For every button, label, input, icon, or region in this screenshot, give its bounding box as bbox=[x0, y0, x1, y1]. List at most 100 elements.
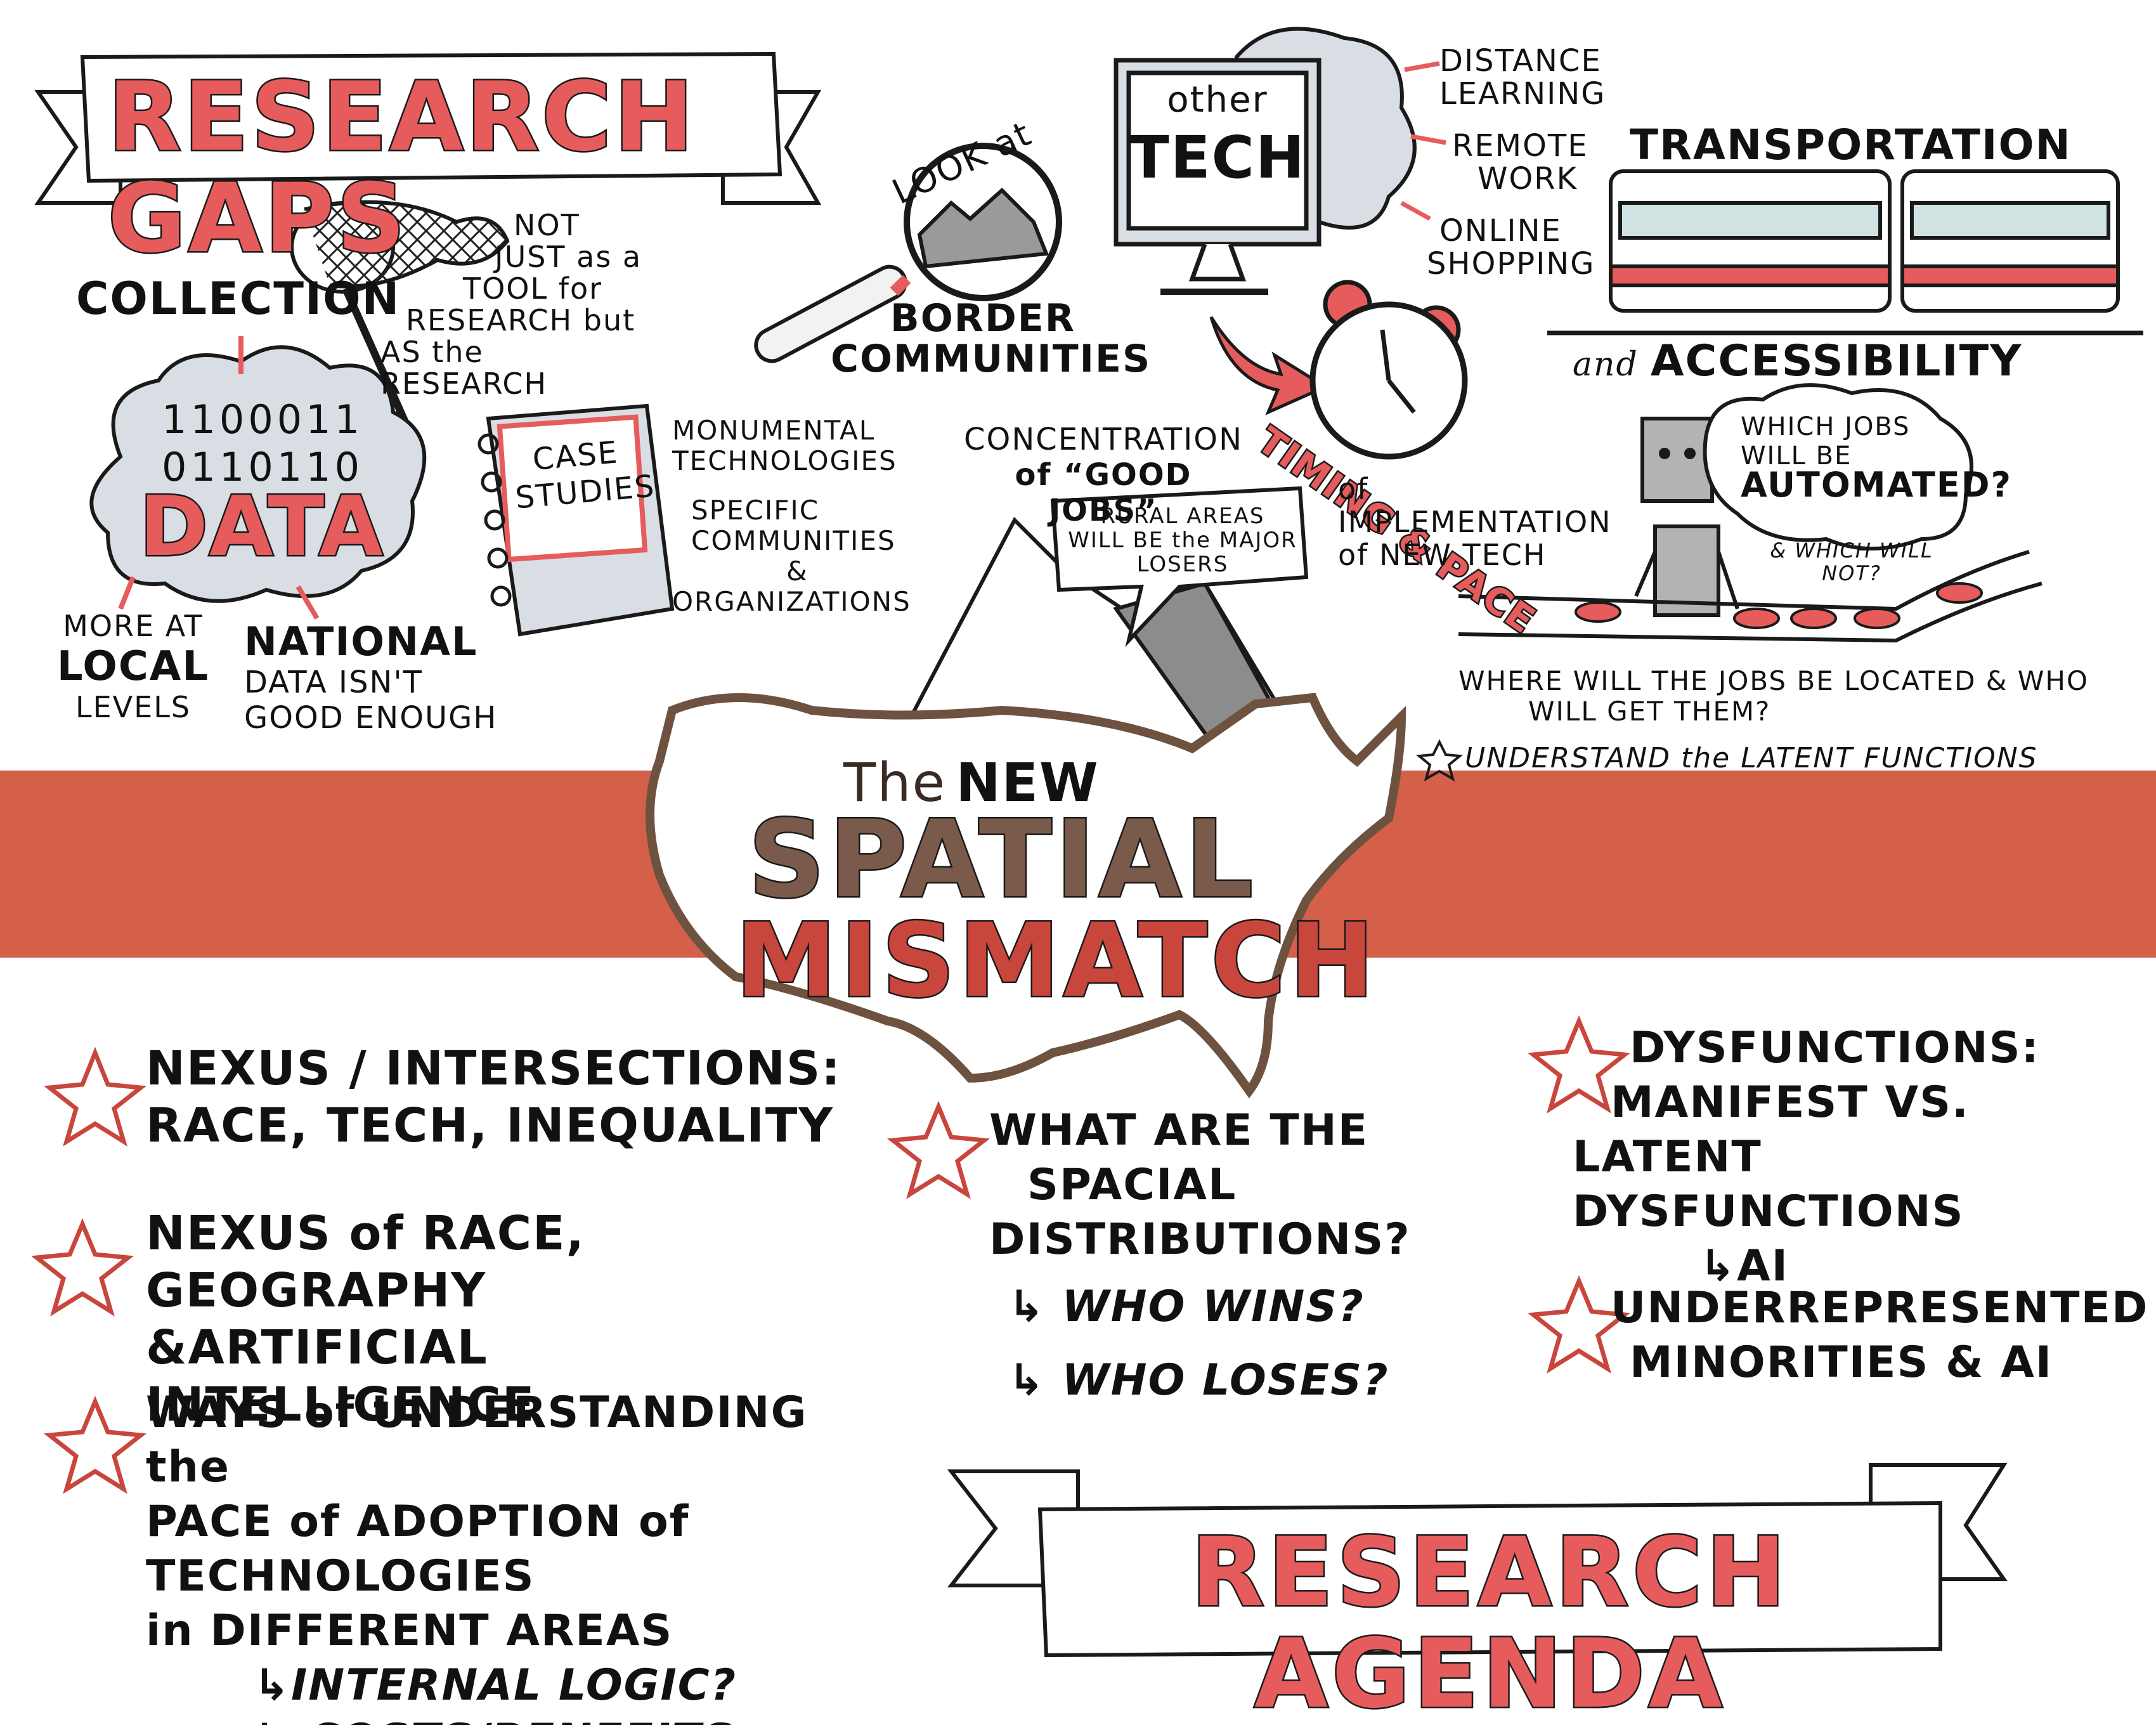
title-the: The bbox=[843, 752, 947, 814]
transportation-label: TRANSPORTATION bbox=[1630, 120, 2072, 169]
which-will-not-note: & WHICH WILL NOT? bbox=[1769, 539, 1934, 585]
border-line: BORDER bbox=[890, 296, 1075, 341]
rural-line: LOSERS bbox=[1136, 552, 1229, 577]
agenda-line: &ARTIFICIAL INTELLIGENCE bbox=[146, 1320, 536, 1432]
agenda-item-spatial-distributions: WHAT ARE THE SPACIAL DISTRIBUTIONS? ↳ WH… bbox=[989, 1103, 1433, 1408]
and-text: and bbox=[1573, 346, 1639, 384]
latent-functions-note: UNDERSTAND the LATENT FUNCTIONS bbox=[1465, 742, 2038, 774]
not-just-line: TOOL for bbox=[463, 271, 603, 306]
automation-bubble-text: WHICH JOBS WILL BE AUTOMATED? bbox=[1741, 412, 2012, 505]
implementation-note: of IMPLEMENTATION of NEW TECH bbox=[1338, 472, 1612, 572]
star-icons bbox=[30, 739, 1631, 1494]
title-line-1: The NEW bbox=[843, 752, 1100, 814]
agenda-line: RACE, TECH, INEQUALITY bbox=[146, 1098, 834, 1153]
levels-line: LEVELS bbox=[75, 690, 192, 724]
not-just-line: JUST as a bbox=[495, 240, 642, 274]
rural-line: WILL BE the MAJOR bbox=[1068, 528, 1297, 553]
agenda-line: UNDERREPRESENTED bbox=[1611, 1283, 2149, 1333]
implementation-line: of NEW TECH bbox=[1338, 538, 1547, 572]
accessibility-label: and ACCESSIBILITY bbox=[1573, 336, 2022, 386]
callout-icon bbox=[1050, 486, 1309, 648]
title-mismatch: MISMATCH bbox=[734, 901, 1379, 1020]
alarm-clock-icon bbox=[1309, 280, 1468, 460]
binary-line-2: 0110110 bbox=[162, 444, 364, 490]
concentration-line: CONCENTRATION bbox=[964, 422, 1243, 457]
butterfly-net-icon bbox=[290, 200, 510, 439]
research-agenda-banner: RESEARCH AGENDA bbox=[1190, 1518, 1789, 1725]
where-jobs-note: WHERE WILL THE JOBS BE LOCATED & WHO WIL… bbox=[1458, 666, 2093, 727]
case-list: MONUMENTAL TECHNOLOGIES SPECIFIC COMMUNI… bbox=[672, 415, 911, 617]
tech-list-item: ONLINE bbox=[1439, 213, 1562, 249]
agenda-line: WHAT ARE THE bbox=[989, 1105, 1369, 1155]
agenda-sub-line: ↳ WHO LOSES? bbox=[1008, 1355, 1389, 1405]
local-line: LOCAL bbox=[56, 643, 210, 690]
case-studies-label: CASE STUDIES bbox=[510, 433, 656, 517]
agenda-line: WAYS of UNDERSTANDING the bbox=[146, 1388, 808, 1492]
concentration-note: CONCENTRATION of “GOOD JOBS” bbox=[958, 422, 1249, 528]
research-agenda-banner-icon bbox=[947, 1463, 2008, 1658]
tech-list: DISTANCE LEARNING REMOTE WORK ONLINE SHO… bbox=[1427, 43, 1630, 280]
usa-map-icon bbox=[646, 693, 1406, 1098]
automation-line: WILL BE bbox=[1741, 441, 1852, 471]
agenda-line: LATENT DYSFUNCTIONS bbox=[1573, 1132, 1964, 1237]
implementation-line: of IMPLEMENTATION bbox=[1338, 472, 1612, 539]
collection-label: COLLECTION bbox=[76, 273, 401, 325]
agenda-line: MANIFEST VS. bbox=[1611, 1077, 1970, 1128]
accessibility-text: ACCESSIBILITY bbox=[1650, 336, 2023, 386]
not-just-line: RESEARCH but bbox=[406, 303, 636, 337]
agenda-item-dysfunctions: DYSFUNCTIONS: MANIFEST VS. LATENT DYSFUN… bbox=[1573, 1021, 2131, 1294]
tech-list-item: REMOTE bbox=[1452, 128, 1588, 164]
case-list-item: SPECIFIC bbox=[691, 495, 820, 526]
other-label: other bbox=[1167, 79, 1268, 120]
rural-line: RURAL AREAS bbox=[1100, 504, 1265, 529]
case-list-item: COMMUNITIES bbox=[691, 525, 896, 556]
title-spatial: SPATIAL bbox=[747, 797, 1257, 921]
agenda-sub-line: ↳ COSTS/BENEFITS bbox=[146, 1713, 907, 1725]
tech-list-item: WORK bbox=[1477, 161, 1578, 197]
not-just-line: AS the RESEARCH bbox=[380, 335, 548, 401]
agenda-sub-line: ↳AI bbox=[1699, 1241, 1789, 1291]
data-label: DATA bbox=[138, 478, 385, 575]
national-line: NATIONAL bbox=[244, 618, 478, 665]
communities-line: COMMUNITIES bbox=[831, 337, 1152, 381]
where-jobs-line: WILL GET THEM? bbox=[1528, 696, 1771, 727]
good-jobs-line: of “GOOD JOBS” bbox=[1015, 457, 1192, 528]
case-list-item: MONUMENTAL bbox=[672, 415, 876, 446]
tech-list-item: DISTANCE bbox=[1439, 43, 1602, 79]
agenda-line: NEXUS / INTERSECTIONS: bbox=[146, 1041, 841, 1096]
national-note: NATIONAL DATA ISN'T GOOD ENOUGH bbox=[244, 618, 498, 736]
agenda-line: DYSFUNCTIONS: bbox=[1630, 1023, 2040, 1073]
agenda-line: in DIFFERENT AREAS bbox=[146, 1606, 673, 1656]
title-new: NEW bbox=[956, 752, 1100, 814]
research-gaps-banner-icon bbox=[34, 51, 822, 205]
agenda-item-underrepresented: UNDERREPRESENTED MINORITIES & AI bbox=[1611, 1281, 2149, 1390]
which-will-not-line: & WHICH WILL bbox=[1770, 538, 1933, 563]
national-line: DATA ISN'T bbox=[244, 665, 423, 700]
agenda-line: MINORITIES & AI bbox=[1630, 1338, 2053, 1388]
conveyor-belt-icon bbox=[1458, 550, 2042, 643]
magnifier-icon bbox=[754, 143, 1062, 363]
rural-callout: RURAL AREAS WILL BE the MAJOR LOSERS bbox=[1059, 504, 1306, 576]
agenda-line: NEXUS of RACE, GEOGRAPHY bbox=[146, 1206, 585, 1318]
national-line: GOOD ENOUGH bbox=[244, 700, 498, 736]
automated-line: AUTOMATED? bbox=[1741, 465, 2012, 505]
monitor-icon bbox=[1114, 58, 1322, 295]
data-cloud-icon bbox=[89, 345, 427, 603]
case-list-item: ORGANIZATIONS bbox=[672, 586, 911, 617]
arrow-icon bbox=[1209, 316, 1329, 415]
agenda-item-race-geography: NEXUS of RACE, GEOGRAPHY &ARTIFICIAL INT… bbox=[146, 1205, 843, 1433]
agenda-line: DISTRIBUTIONS? bbox=[989, 1214, 1411, 1265]
tech-list-item: SHOPPING bbox=[1427, 246, 1595, 282]
research-gaps-banner: RESEARCH GAPS bbox=[107, 62, 696, 274]
agenda-item-nexus: NEXUS / INTERSECTIONS: RACE, TECH, INEQU… bbox=[146, 1040, 843, 1154]
not-just-note: NOT JUST as a TOOL for RESEARCH but AS t… bbox=[380, 209, 653, 400]
border-communities-label: BORDER COMMUNITIES bbox=[831, 296, 1152, 381]
more-at-local-note: MORE AT LOCAL LEVELS bbox=[51, 609, 216, 724]
train-icon bbox=[1547, 169, 2143, 335]
case-list-item: & bbox=[786, 556, 808, 587]
case-list-item: TECHNOLOGIES bbox=[672, 445, 897, 476]
which-will-not-line: NOT? bbox=[1822, 561, 1881, 585]
agenda-sub-line: ↳ WHO WINS? bbox=[1008, 1282, 1365, 1332]
thought-bubble-icon bbox=[1703, 383, 1973, 550]
